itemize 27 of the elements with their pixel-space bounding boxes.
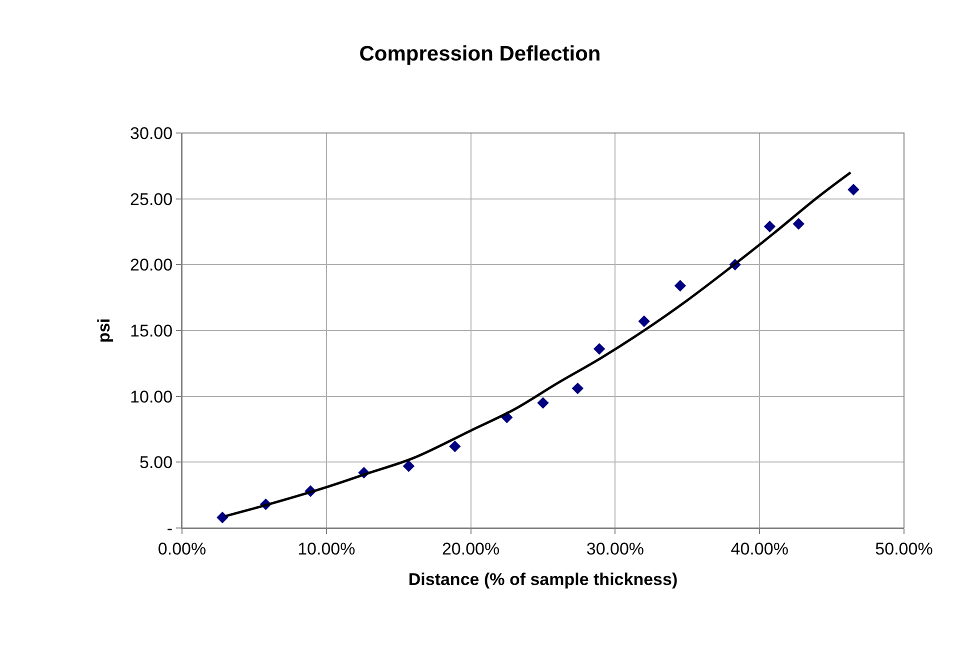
y-tick-label: -	[166, 518, 173, 538]
point	[449, 440, 461, 452]
y-tick-label: 5.00	[140, 453, 173, 472]
y-axis-title: psi	[94, 318, 114, 343]
point	[572, 382, 584, 394]
x-tick-label: 40.00%	[730, 539, 788, 558]
point	[764, 220, 776, 232]
y-tick-label: 30.00	[130, 124, 173, 143]
point	[537, 397, 549, 409]
y-tick-label: 10.00	[130, 387, 173, 406]
point	[674, 280, 686, 292]
x-tick-label: 20.00%	[442, 539, 500, 558]
point	[402, 460, 415, 472]
point	[593, 343, 606, 355]
chart-title: Compression Deflection	[359, 42, 601, 66]
y-tick-label: 25.00	[130, 190, 173, 209]
point	[216, 512, 228, 524]
y-tick-label: 15.00	[130, 321, 173, 340]
x-tick-label: 10.00%	[298, 539, 356, 558]
x-tick-label: 30.00%	[586, 539, 644, 558]
point	[792, 218, 804, 230]
point	[848, 184, 860, 196]
x-tick-label: 0.00%	[158, 539, 206, 558]
y-tick-label: 20.00	[130, 256, 173, 275]
point	[638, 315, 650, 328]
x-axis-title: Distance (% of sample thickness)	[408, 570, 678, 589]
x-tick-label: 50.00%	[875, 539, 933, 558]
